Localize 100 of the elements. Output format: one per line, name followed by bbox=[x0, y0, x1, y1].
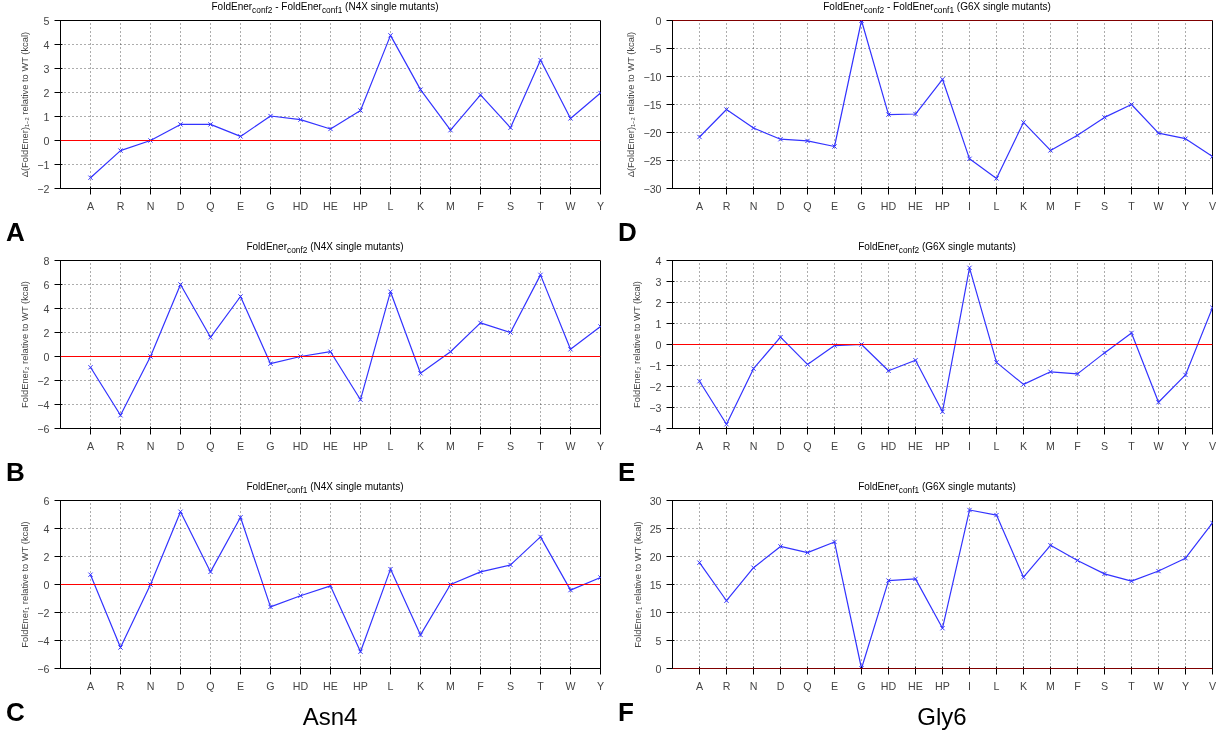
x-tick-label: A bbox=[695, 199, 704, 212]
y-tick-label: −20 bbox=[643, 126, 662, 139]
x-tick-label: HE bbox=[323, 199, 338, 212]
x-tick-label: G bbox=[857, 679, 866, 692]
x-tick-label: M bbox=[446, 439, 455, 452]
x-tick-label: W bbox=[1153, 439, 1165, 452]
x-tick-label: G bbox=[857, 199, 866, 212]
x-tick-label: T bbox=[537, 199, 545, 212]
x-tick-label: T bbox=[537, 679, 545, 692]
x-tick-label: R bbox=[722, 439, 731, 452]
x-tick-label: R bbox=[722, 199, 731, 212]
x-tick-label: HP bbox=[353, 199, 368, 212]
x-tick-label: L bbox=[993, 199, 1000, 212]
x-tick-label: HD bbox=[880, 199, 897, 212]
x-tick-label: Q bbox=[803, 439, 812, 452]
x-tick-label: Y bbox=[1181, 199, 1190, 212]
y-tick-label: −30 bbox=[643, 182, 662, 195]
x-tick-label: D bbox=[776, 679, 785, 692]
y-tick-label: 0 bbox=[43, 578, 50, 591]
text: C bbox=[6, 696, 25, 729]
y-tick-label: −6 bbox=[37, 662, 50, 675]
y-tick-label: 3 bbox=[655, 275, 662, 288]
x-tick-label: R bbox=[116, 199, 125, 212]
y-tick-label: 1 bbox=[655, 317, 662, 330]
x-tick-label: G bbox=[266, 199, 275, 212]
x-tick-label: HP bbox=[935, 439, 950, 452]
x-tick-label: Y bbox=[596, 199, 605, 212]
y-axis-title: Δ(FoldEner)₁₋₂ relative to WT (kcal) bbox=[626, 31, 637, 178]
x-tick-label: N bbox=[146, 439, 155, 452]
x-tick-label: HD bbox=[292, 199, 309, 212]
x-tick-label: N bbox=[146, 679, 155, 692]
y-tick-label: 5 bbox=[43, 14, 50, 27]
x-tick-label: Q bbox=[803, 199, 812, 212]
x-tick-label: E bbox=[236, 199, 245, 212]
x-tick-label: Q bbox=[206, 679, 215, 692]
y-tick-label: 2 bbox=[43, 86, 50, 99]
x-tick-label: W bbox=[565, 679, 577, 692]
x-tick-label: S bbox=[1100, 199, 1109, 212]
y-tick-label: −4 bbox=[649, 422, 662, 435]
x-tick-label: E bbox=[830, 679, 839, 692]
y-axis-title: FoldEner₂ relative to WT (kcal) bbox=[20, 281, 31, 408]
y-tick-label: −4 bbox=[37, 634, 50, 647]
x-tick-label: D bbox=[176, 679, 185, 692]
x-tick-label: L bbox=[387, 679, 394, 692]
x-tick-label: Q bbox=[803, 679, 812, 692]
y-tick-label: −2 bbox=[37, 182, 50, 195]
x-tick-label: K bbox=[416, 679, 425, 692]
y-tick-label: 25 bbox=[649, 522, 662, 535]
x-tick-label: E bbox=[830, 439, 839, 452]
y-axis-title: FoldEner₁ relative to WT (kcal) bbox=[20, 521, 31, 648]
x-tick-label: N bbox=[146, 199, 155, 212]
x-tick-label: T bbox=[1128, 199, 1136, 212]
x-tick-label: E bbox=[236, 439, 245, 452]
y-tick-label: 15 bbox=[649, 578, 662, 591]
x-tick-label: HP bbox=[353, 679, 368, 692]
text: Gly6 bbox=[917, 702, 967, 732]
y-tick-label: 0 bbox=[43, 350, 50, 363]
y-tick-label: 4 bbox=[43, 302, 50, 315]
chart-title: FoldEner$_{conf2}$ (G6X single mutants) bbox=[858, 240, 1016, 257]
x-tick-label: D bbox=[776, 439, 785, 452]
x-tick-label: HE bbox=[908, 679, 923, 692]
x-tick-label: F bbox=[1074, 439, 1082, 452]
x-tick-label: F bbox=[477, 199, 485, 212]
x-tick-label: HP bbox=[353, 439, 368, 452]
y-tick-label: 3 bbox=[43, 62, 50, 75]
y-tick-label: −6 bbox=[37, 422, 50, 435]
y-tick-label: 4 bbox=[43, 38, 50, 51]
x-tick-label: D bbox=[176, 439, 185, 452]
x-tick-label: HD bbox=[880, 679, 897, 692]
x-tick-label: L bbox=[993, 439, 1000, 452]
x-tick-label: Y bbox=[1181, 439, 1190, 452]
y-tick-label: −1 bbox=[649, 359, 662, 372]
x-tick-label: D bbox=[776, 199, 785, 212]
x-tick-label: HE bbox=[908, 439, 923, 452]
x-tick-label: G bbox=[266, 679, 275, 692]
x-tick-label: M bbox=[446, 679, 455, 692]
x-tick-label: M bbox=[1046, 439, 1055, 452]
y-tick-label: 20 bbox=[649, 550, 662, 563]
y-tick-label: 8 bbox=[43, 254, 50, 267]
y-tick-label: 5 bbox=[655, 634, 662, 647]
x-tick-label: A bbox=[86, 199, 95, 212]
y-axis-title: FoldEner₁ relative to WT (kcal) bbox=[632, 521, 643, 648]
x-tick-label: R bbox=[116, 679, 125, 692]
x-tick-label: T bbox=[537, 439, 545, 452]
x-tick-label: HD bbox=[292, 679, 309, 692]
y-tick-label: 2 bbox=[655, 296, 662, 309]
x-tick-label: K bbox=[416, 199, 425, 212]
x-tick-label: Y bbox=[596, 439, 605, 452]
y-tick-label: 0 bbox=[655, 14, 662, 27]
y-tick-label: 10 bbox=[649, 606, 662, 619]
chart-title: FoldEner$_{conf2}$ - FoldEner$_{conf1}$ (N4X single mutants) bbox=[211, 0, 439, 17]
x-tick-label: M bbox=[1046, 679, 1055, 692]
x-tick-label: A bbox=[86, 679, 95, 692]
x-tick-label: M bbox=[1046, 199, 1055, 212]
x-tick-label: G bbox=[266, 439, 275, 452]
x-tick-label: W bbox=[1153, 199, 1165, 212]
text: Asn4 bbox=[302, 702, 358, 732]
x-tick-label: S bbox=[1100, 679, 1109, 692]
x-tick-label: A bbox=[695, 679, 704, 692]
y-tick-label: 1 bbox=[43, 110, 50, 123]
